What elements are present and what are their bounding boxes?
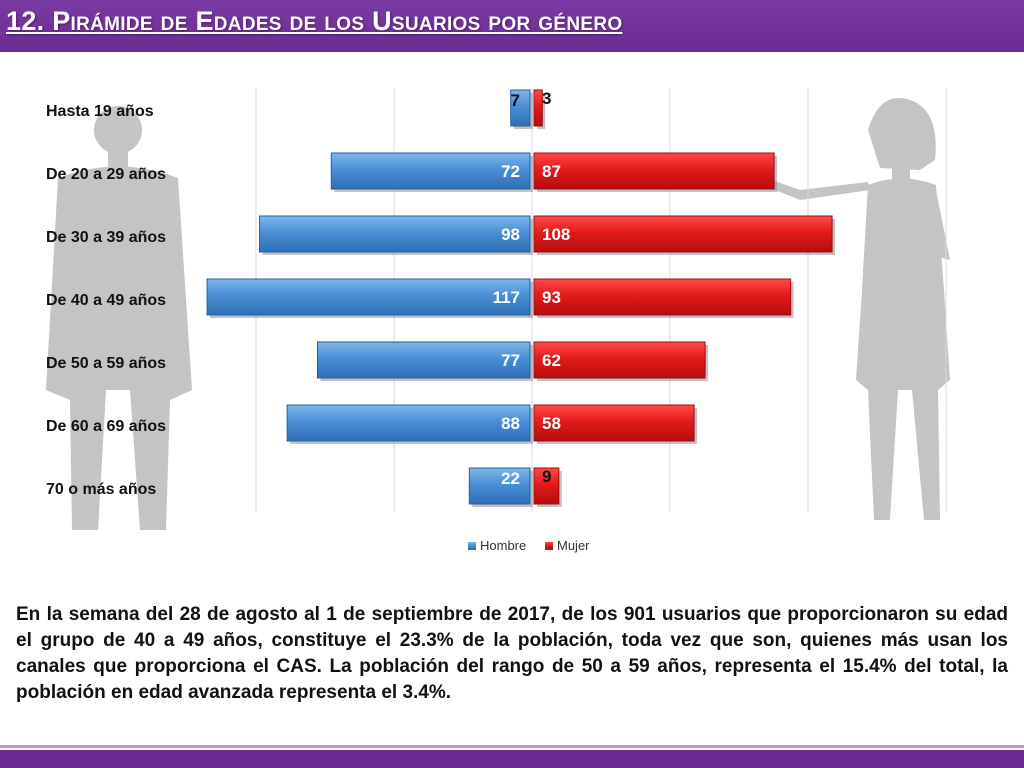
title-bar: 12. Pirámide de Edades de los Usuarios p… [0,0,1024,52]
footer-line [0,745,1024,748]
legend: Hombre Mujer [468,538,590,553]
bar-hombre [330,152,531,190]
bar-mujer [533,404,695,442]
bar-mujer [533,152,775,190]
bar-mujer [533,89,543,127]
bar-mujer [533,341,706,379]
bar-label-hombre: 77 [501,351,520,370]
bar-label-mujer: 58 [542,414,561,433]
legend-swatch [545,542,553,550]
bar-label-mujer: 9 [542,467,551,486]
bar-label-hombre: 117 [493,288,520,307]
bar-label-mujer: 87 [542,162,561,181]
category-label: 70 o más años [46,481,156,498]
population-pyramid-chart: 7 3 72 87 98 108 117 93 77 62 88 58 22 9 Hasta 19 año… [46,88,950,553]
bar-label-hombre: 98 [501,225,520,244]
bar-hombre [259,215,531,253]
category-label: De 20 a 29 años [46,166,166,183]
bar-label-mujer: 93 [542,288,561,307]
bar-hombre [206,278,531,316]
bar-mujer [533,467,560,505]
bar-hombre [468,467,531,505]
page-title: 12. Pirámide de Edades de los Usuarios p… [6,6,623,36]
category-labels: Hasta 19 años De 20 a 29 años De 30 a 39 a… [46,103,166,498]
bar-hombre [286,404,531,442]
bar-label-hombre: 88 [501,414,520,433]
bar-label-hombre: 7 [511,91,520,110]
bar-label-hombre: 72 [501,162,520,181]
footer-bar [0,750,1024,768]
bar-label-mujer: 3 [542,89,551,108]
bar-mujer [533,215,833,253]
legend-label: Hombre [480,538,526,553]
bars [206,89,836,507]
category-label: Hasta 19 años [46,103,154,120]
category-label: De 50 a 59 años [46,355,166,372]
legend-label: Mujer [557,538,590,553]
category-label: De 30 a 39 años [46,229,166,246]
bar-mujer [533,278,792,316]
bar-hombre [510,89,531,127]
category-label: De 60 a 69 años [46,418,166,435]
legend-swatch [468,542,476,550]
category-label: De 40 a 49 años [46,292,166,309]
bar-label-hombre: 22 [501,469,520,488]
man-silhouette [46,106,192,530]
summary-paragraph: En la semana del 28 de agosto al 1 de se… [16,604,1008,703]
bar-label-mujer: 108 [542,225,570,244]
woman-silhouette [770,98,950,520]
bar-hombre [316,341,531,379]
bar-label-mujer: 62 [542,351,561,370]
bar-value-labels: 7 3 72 87 98 108 117 93 77 62 88 58 22 9 [493,89,571,488]
